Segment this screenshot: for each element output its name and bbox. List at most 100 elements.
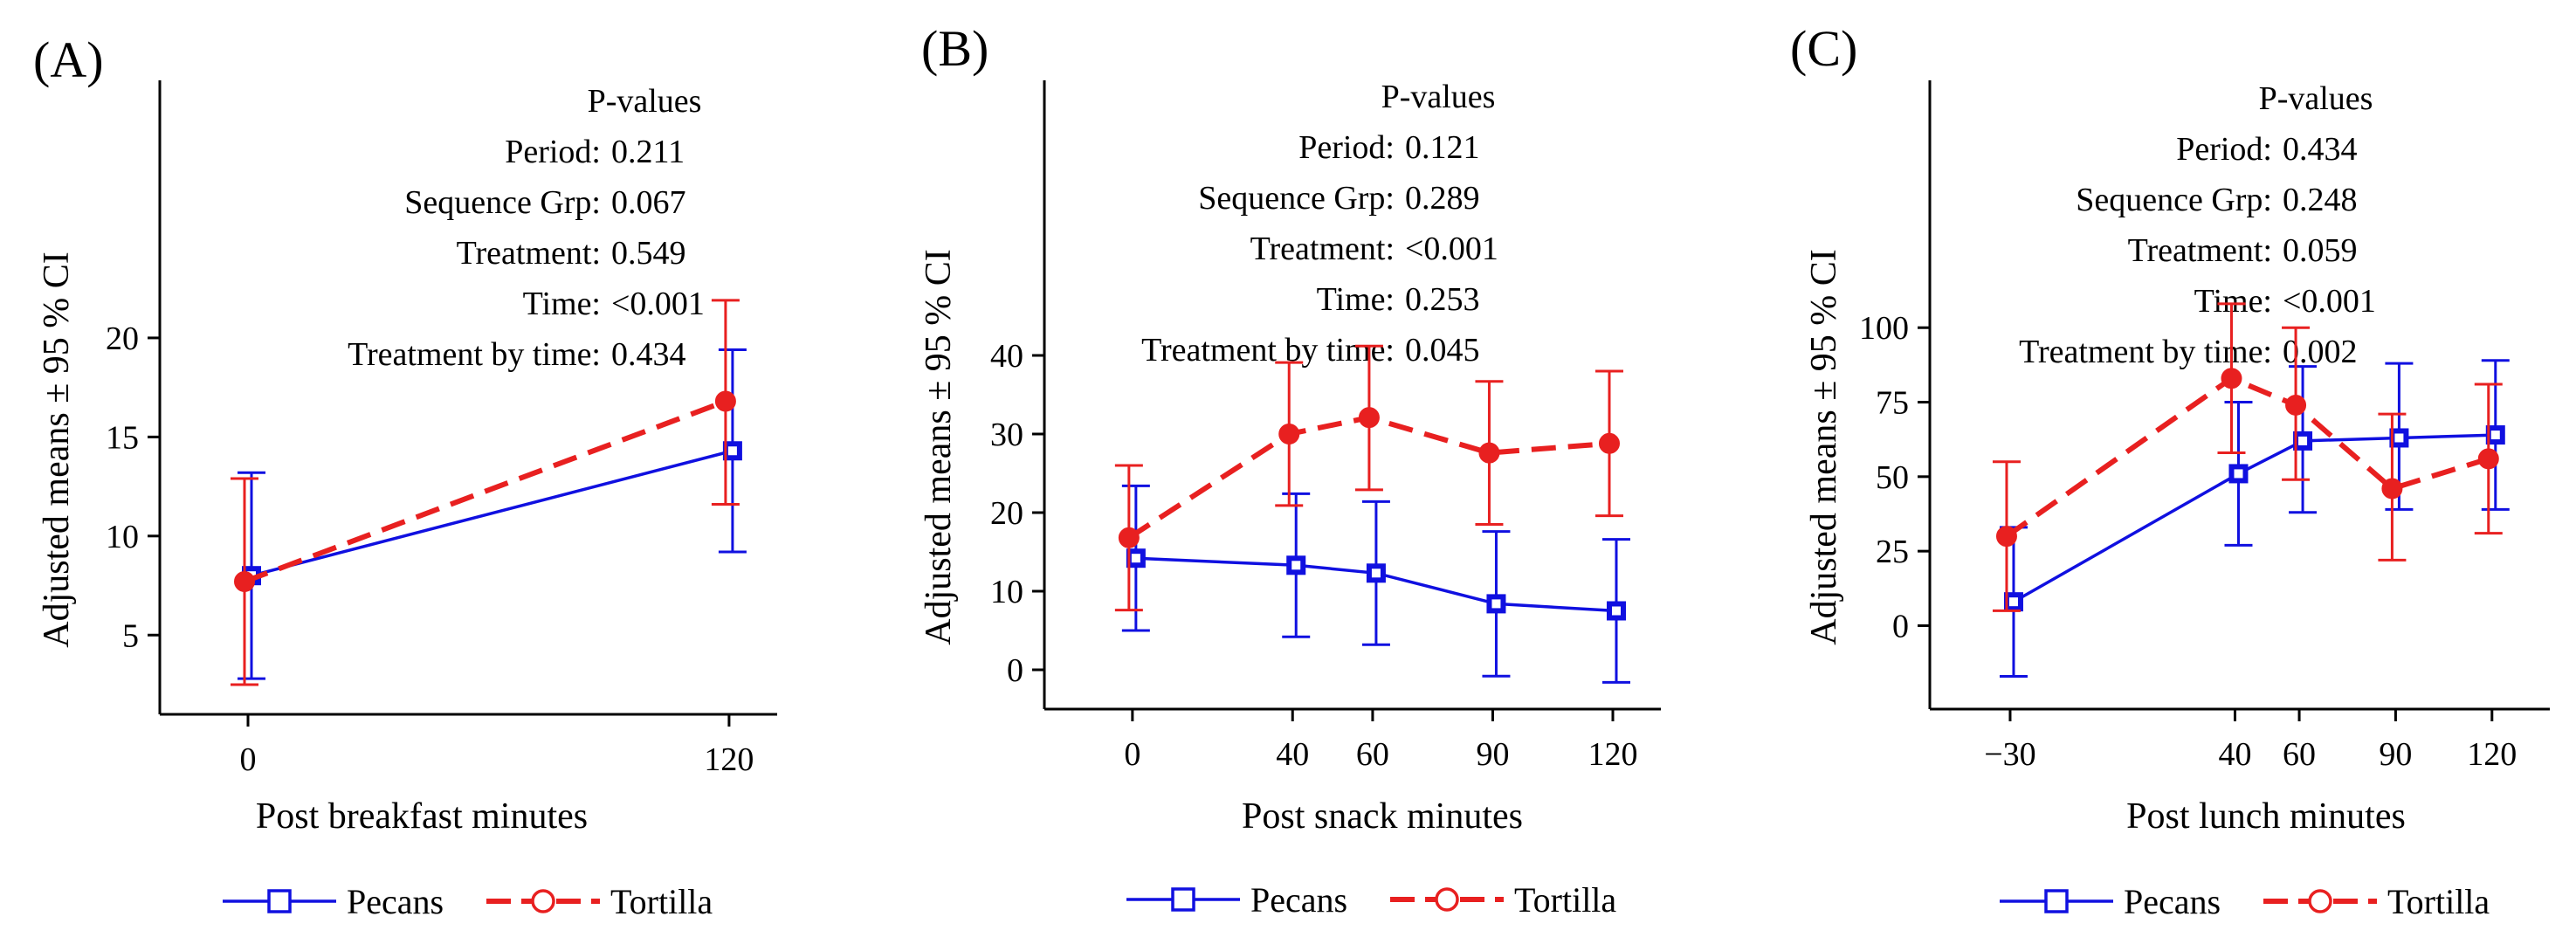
x-axis-title: Post lunch minutes [2126,796,2406,837]
pvalue-label: Sequence Grp: [404,184,601,221]
legend-label-tortilla: Tortilla [610,882,713,921]
x-tick-label: 120 [2467,736,2517,773]
x-tick-label: 90 [2379,736,2412,773]
pvalue-label: Period: [2176,131,2272,168]
pvalue-value: 0.289 [1405,180,1480,217]
legend-marker-square [267,889,292,913]
x-tick-label: 90 [1476,736,1509,773]
pvalues-header: P-values [1381,79,1496,115]
pvalue-label: Time: [523,286,601,322]
series-line-pecans [2013,433,2496,603]
x-tick-label: 0 [240,741,257,778]
panel-c: (C) 0 25 50 75 100 −30 40 60 90 120 Adjusted means … [1790,20,2550,921]
panel-a: (A) 5 10 15 20 0 120 Adjusted means ± 95 % CI Po… [33,31,777,921]
data-point-inner [2298,436,2308,445]
data-point-inner [1491,599,1501,609]
y-axis-title: Adjusted means ± 95 % CI [37,252,77,648]
y-tick-label: 10 [990,574,1023,610]
pvalue-value: 0.211 [611,134,685,170]
panel-label: (C) [1790,20,1857,77]
data-point-inner [2008,597,2018,607]
data-point-inner [2394,433,2404,443]
pvalue-label: Time: [1317,281,1395,318]
pvalue-value: 0.434 [611,336,686,373]
pvalue-value: 0.121 [1405,129,1480,166]
y-tick-label: 20 [106,320,139,357]
pvalue-label: Treatment by time: [1141,332,1395,369]
y-tick-label: 100 [1859,310,1909,347]
pvalue-label: Sequence Grp: [1198,180,1395,217]
y-tick-label: 5 [122,617,139,654]
x-tick-label: 120 [1588,736,1637,773]
x-tick-label: 60 [2283,736,2316,773]
data-point-tortilla [2477,448,2499,470]
y-tick-label: 25 [1876,534,1909,570]
data-point-inner [1611,606,1621,616]
pvalue-label: Treatment: [1250,231,1395,267]
data-point-inner [2234,469,2243,479]
legend-label-pecans: Pecans [347,882,444,921]
pvalue-label: Period: [505,134,601,170]
x-tick-label: 40 [2218,736,2251,773]
legend-marker-circle [531,889,555,913]
data-point-tortilla [714,390,736,412]
data-point-inner [2490,431,2500,440]
legend-marker-circle [1435,887,1459,912]
y-tick-label: 10 [106,519,139,555]
legend-label-pecans: Pecans [2124,882,2221,921]
panel-label: (A) [33,31,104,88]
pvalue-value: 0.002 [2283,334,2358,370]
legend-marker-circle [2308,889,2332,913]
data-point-tortilla [1278,424,1300,444]
data-point-inner [727,446,737,456]
panel-b: (B) 0 10 20 30 40 0 40 60 90 120 Adjusted means ± 9… [919,20,1661,920]
y-tick-label: 30 [990,417,1023,453]
pvalues-header: P-values [2259,80,2373,117]
data-point-tortilla [1995,526,2017,548]
legend-label-pecans: Pecans [1250,880,1347,920]
pvalue-label: Treatment: [2128,232,2272,269]
data-point-tortilla [1478,442,1500,464]
pvalue-label: Period: [1298,129,1395,166]
pvalue-value: 0.248 [2283,182,2358,218]
y-tick-label: 20 [990,495,1023,532]
pvalue-value: 0.059 [2283,232,2358,269]
y-tick-label: 0 [1892,608,1909,644]
x-tick-label: 60 [1356,736,1389,773]
pvalue-label: Treatment by time: [2019,334,2272,370]
pvalue-value: <0.001 [1405,231,1498,267]
y-axis-title: Adjusted means ± 95 % CI [919,249,959,645]
legend-label-tortilla: Tortilla [1514,880,1616,920]
y-axis-title: Adjusted means ± 95 % CI [1804,249,1844,645]
y-tick-label: 40 [990,338,1023,375]
pvalue-value: 0.253 [1405,281,1480,318]
data-point-tortilla [1598,432,1620,454]
data-point-tortilla [2221,368,2242,389]
legend-marker-square [1171,887,1195,912]
pvalue-label: Time: [2194,283,2272,320]
data-point-tortilla [234,570,255,592]
series-line-tortilla [243,398,727,584]
data-point-tortilla [2285,394,2307,416]
data-point-inner [1371,568,1381,578]
legend-marker-square [2044,889,2069,913]
series-line-pecans [251,449,734,577]
x-axis-title: Post snack minutes [1242,796,1523,837]
pvalue-label: Treatment by time: [348,336,601,373]
pvalues-header: P-values [588,83,702,120]
data-point-inner [1291,561,1301,570]
pvalue-value: 0.434 [2283,131,2358,168]
x-tick-label: 120 [704,741,754,778]
y-tick-label: 75 [1876,385,1909,422]
panel-label: (B) [921,20,988,77]
data-point-tortilla [1118,527,1140,548]
pvalue-value: 0.067 [611,184,686,221]
pvalue-label: Treatment: [457,235,601,272]
y-tick-label: 15 [106,419,139,456]
pvalue-value: <0.001 [2283,283,2376,320]
pvalue-value: 0.045 [1405,332,1480,369]
data-point-tortilla [2381,478,2403,500]
data-point-tortilla [1358,407,1380,429]
x-tick-label: 0 [1124,736,1140,773]
